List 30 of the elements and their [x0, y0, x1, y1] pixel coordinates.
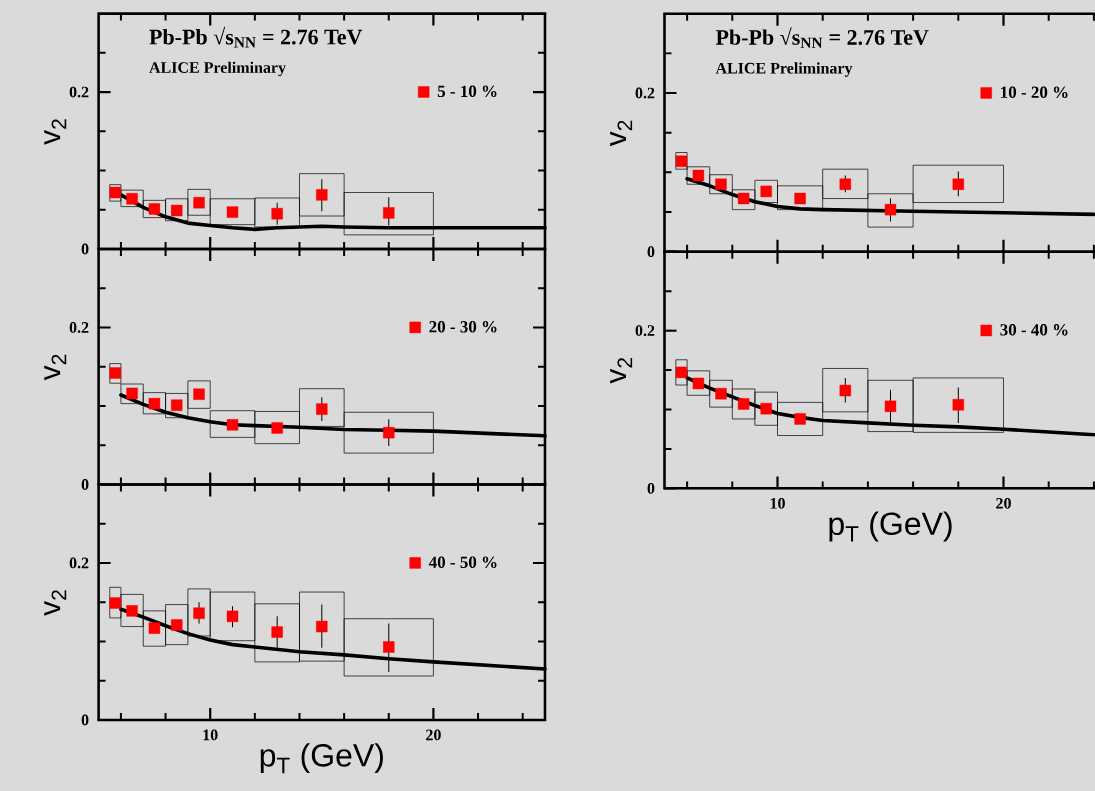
- x-axis-title: p$_{T}$ (GeV): [260, 743, 383, 774]
- annotation: ALICE Preliminary: [715, 62, 853, 77]
- y-tick-label: 0.2: [69, 86, 89, 98]
- legend-label: 20 - 30 %: [429, 321, 497, 333]
- x-tick-label: 20: [996, 497, 1011, 509]
- y-axis-title: v$_{2}$: [44, 119, 67, 145]
- y-tick-label: 0: [81, 243, 89, 255]
- y-axis-title: v$_{2}$: [610, 358, 633, 384]
- annotation: Pb-Pb √s$_{NN}$ = 2.76 TeV: [149, 26, 363, 48]
- x-axis-title: p$_{T}$ (GeV): [829, 511, 952, 542]
- y-tick-label: 0: [647, 246, 655, 258]
- x-tick-label: 10: [770, 497, 785, 509]
- y-tick-label: 0: [81, 714, 89, 726]
- legend-label: 40 - 50 %: [428, 556, 497, 569]
- legend-label: 10 - 20 %: [1001, 86, 1068, 99]
- y-axis-title: v$_{2}$: [44, 590, 67, 616]
- annotation: ALICE Preliminary: [149, 61, 286, 77]
- y-tick-label: 0: [647, 482, 655, 494]
- y-axis-title: v$_{2}$: [610, 120, 633, 147]
- y-axis-title: v$_{2}$: [44, 354, 67, 381]
- y-tick-label: 0.2: [69, 322, 89, 333]
- legend-label: 30 - 40 %: [1000, 324, 1068, 336]
- x-tick-label: 10: [203, 729, 218, 741]
- x-tick-label: 20: [426, 729, 441, 741]
- y-tick-label: 0.2: [69, 557, 89, 569]
- legend-label: 5 - 10 %: [437, 85, 497, 98]
- y-tick-label: 0: [81, 479, 89, 490]
- y-tick-label: 0.2: [635, 87, 655, 99]
- annotation: Pb-Pb √s$_{NN}$ = 2.76 TeV: [715, 27, 929, 48]
- y-tick-label: 0.2: [635, 325, 655, 337]
